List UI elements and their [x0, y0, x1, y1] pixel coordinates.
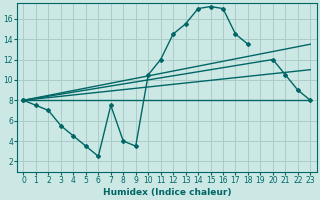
X-axis label: Humidex (Indice chaleur): Humidex (Indice chaleur) — [103, 188, 231, 197]
